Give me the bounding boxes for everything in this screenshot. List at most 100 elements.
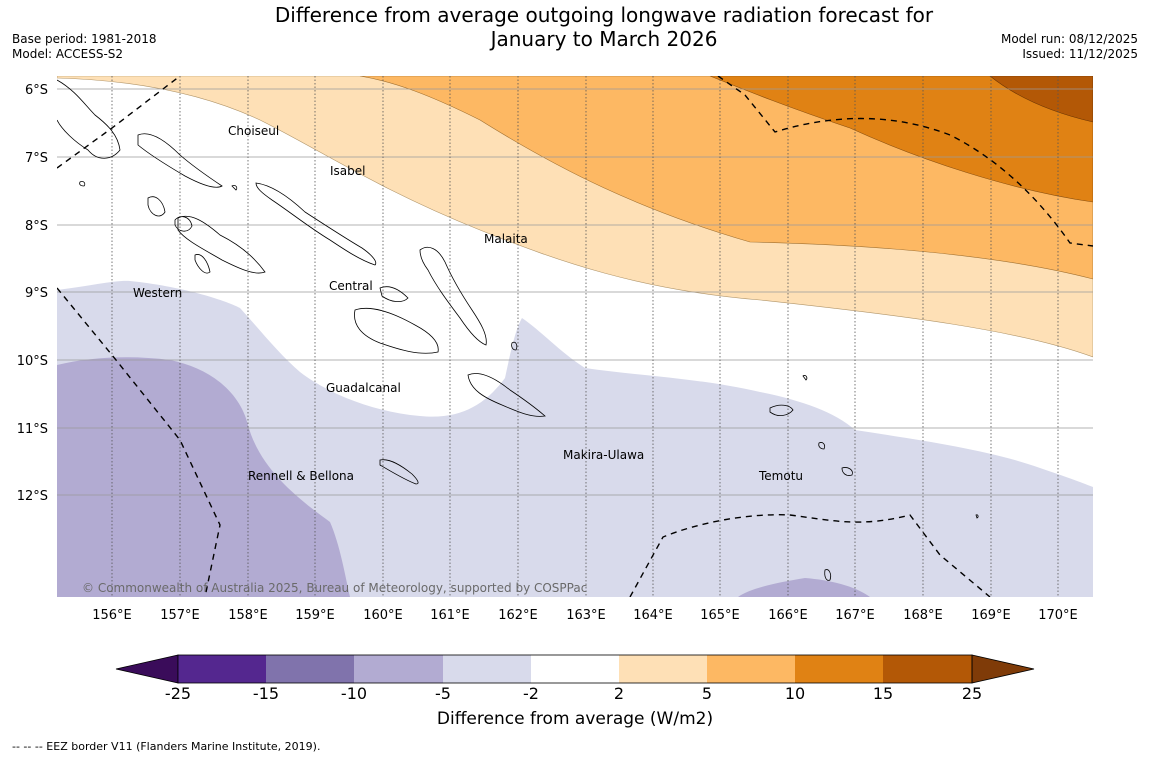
band-15-25 (989, 76, 1093, 123)
colorbar-swatch (707, 655, 795, 683)
nggela-island (379, 286, 409, 302)
lat-label: 10°S (17, 354, 48, 369)
label-western: Western (133, 286, 182, 300)
issued-date: Issued: 11/12/2025 (1022, 47, 1138, 61)
band-minus-10-minus-5 (57, 357, 350, 597)
colorbar-tick: -25 (165, 684, 191, 700)
small-island-b (231, 185, 238, 191)
lat-label: 6°S (25, 83, 48, 98)
label-malaita: Malaita (484, 232, 528, 246)
lon-label: 166°E (768, 608, 808, 623)
colorbar-swatch (266, 655, 354, 683)
map-area: Choiseul Isabel Malaita Western Central … (57, 76, 1093, 597)
lat-label: 12°S (17, 489, 48, 504)
rendova-island (194, 254, 211, 274)
isabel-island (255, 182, 377, 266)
band-10-15 (709, 76, 1093, 203)
copyright-credit: © Commonwealth of Australia 2025, Bureau… (82, 581, 587, 595)
lat-label: 9°S (25, 286, 48, 301)
lon-label: 160°E (363, 608, 403, 623)
lat-label: 7°S (25, 151, 48, 166)
lon-label: 169°E (971, 608, 1011, 623)
lon-label: 164°E (633, 608, 673, 623)
duff-island (802, 375, 808, 381)
band-minus-10-minus-5-south (738, 578, 870, 597)
graticule (57, 88, 1093, 496)
colorbar-tick: 2 (614, 684, 624, 700)
label-makira-ulawa: Makira-Ulawa (563, 448, 644, 462)
colorbar-tick: 10 (785, 684, 805, 700)
lat-label: 8°S (25, 219, 48, 234)
makira-island (467, 373, 546, 417)
meridians (111, 76, 1059, 597)
model-run: Model run: 08/12/2025 (1000, 32, 1138, 46)
santa-cruz-island (769, 404, 794, 416)
colorbar-frame (177, 654, 973, 684)
choiseul-island (137, 133, 223, 188)
lon-label: 163°E (566, 608, 606, 623)
colorbar-tick: 15 (873, 684, 893, 700)
ulawa-island (511, 341, 518, 351)
colorbar-swatch (795, 655, 883, 683)
coastlines (57, 79, 979, 581)
colorbar-swatch (354, 655, 443, 683)
colorbar-tick: -5 (435, 684, 451, 700)
eez-legend: -- -- -- EEZ border V11 (Flanders Marine… (12, 740, 321, 753)
title-line-1: Difference from average outgoing longwav… (274, 3, 934, 27)
colorbar-tick: -2 (523, 684, 539, 700)
tikopia-island (824, 569, 832, 581)
model-name: Model: ACCESS-S2 (12, 47, 124, 61)
lon-label: 170°E (1038, 608, 1078, 623)
guadalcanal-island (354, 307, 439, 354)
colorbar-tick: -10 (341, 684, 367, 700)
forecast-map: Choiseul Isabel Malaita Western Central … (17, 76, 1093, 700)
eez-borders (57, 76, 1093, 597)
lon-label: 158°E (228, 608, 268, 623)
eez-west-south (57, 287, 221, 597)
lat-label: 11°S (17, 422, 48, 437)
lon-label: 167°E (835, 608, 875, 623)
label-guadalcanal: Guadalcanal (326, 381, 401, 395)
rennell-island (379, 459, 419, 485)
label-isabel: Isabel (330, 164, 365, 178)
meta-right: Model run: 08/12/2025 Issued: 11/12/2025 (1001, 32, 1138, 62)
vanikoro-island (841, 467, 853, 476)
colorbar: -25 -15 -10 -5 -2 2 5 10 15 25 (115, 654, 1035, 700)
small-island-a (79, 181, 86, 187)
colorbar-swatch (883, 655, 972, 683)
utupua-island (818, 442, 826, 450)
kolombangara-island (174, 216, 193, 232)
lon-label: 162°E (498, 608, 538, 623)
colorbar-label: Difference from average (W/m2) (436, 709, 714, 729)
lon-label: 161°E (430, 608, 470, 623)
colorbar-swatch (443, 655, 531, 683)
lon-label: 165°E (700, 608, 740, 623)
malaita-island (419, 246, 487, 346)
lon-label: 168°E (903, 608, 943, 623)
new-georgia-island (177, 215, 266, 274)
vella-lavella-island (147, 196, 166, 217)
small-island-c (975, 514, 979, 519)
base-period: Base period: 1981-2018 (12, 32, 157, 46)
colorbar-swatch (619, 655, 707, 683)
label-rennell-bellona: Rennell & Bellona (248, 469, 354, 483)
colorbar-arrow-high (971, 654, 1035, 684)
longitude-labels: 156°E 157°E 158°E 159°E 160°E 161°E 162°… (92, 608, 1078, 623)
colorbar-tick: 25 (962, 684, 982, 700)
label-central: Central (329, 279, 373, 293)
colorbar-swatch (178, 655, 266, 683)
eez-west-north (57, 76, 181, 169)
label-choiseul: Choiseul (228, 124, 279, 138)
label-temotu: Temotu (758, 469, 803, 483)
meta-left: Base period: 1981-2018 Model: ACCESS-S2 (12, 32, 157, 62)
chart-title: Difference from average outgoing longwav… (200, 3, 1008, 51)
lon-label: 157°E (160, 608, 200, 623)
title-line-2: January to March 2026 (490, 27, 718, 51)
bougainville-island (57, 79, 121, 159)
colorbar-arrow-low (115, 654, 179, 684)
lon-label: 159°E (295, 608, 335, 623)
eez-north-east (717, 76, 1093, 247)
colorbar-tick: -15 (253, 684, 279, 700)
lon-label: 156°E (92, 608, 132, 623)
eez-south-east (629, 514, 991, 597)
